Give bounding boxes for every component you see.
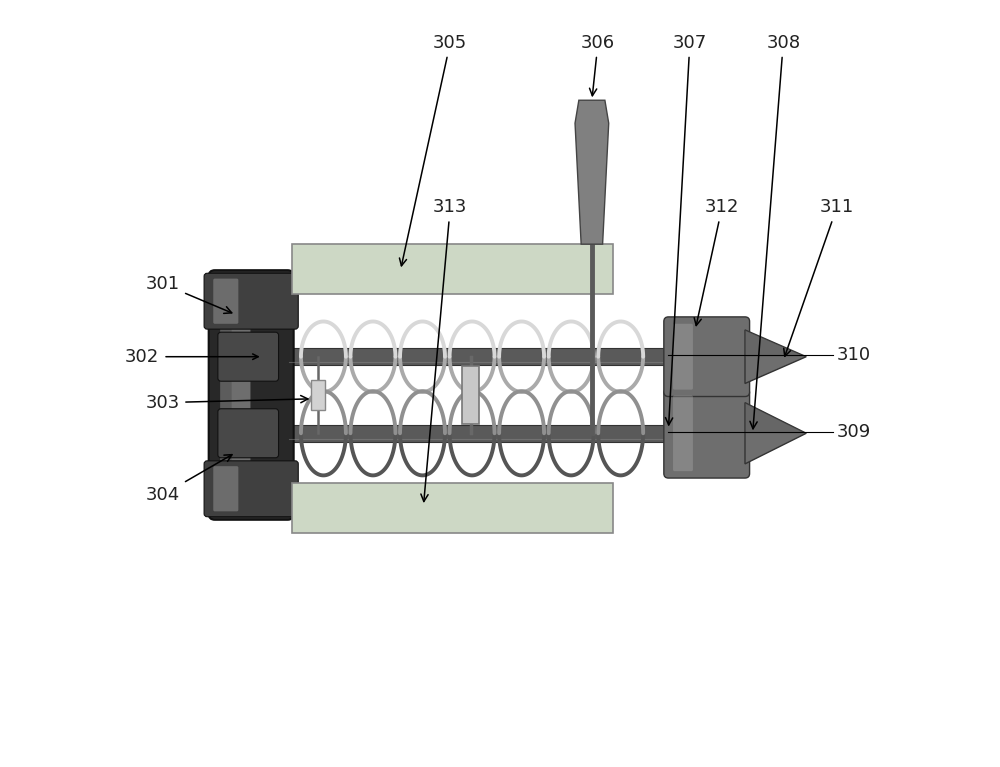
Text: 312: 312: [694, 199, 739, 325]
FancyBboxPatch shape: [292, 483, 613, 533]
FancyBboxPatch shape: [673, 395, 693, 471]
Polygon shape: [745, 403, 806, 433]
Text: 303: 303: [146, 393, 308, 412]
FancyBboxPatch shape: [209, 270, 294, 520]
Text: 309: 309: [837, 423, 871, 441]
Text: 301: 301: [146, 275, 232, 314]
FancyBboxPatch shape: [232, 281, 251, 509]
Polygon shape: [745, 330, 806, 357]
Polygon shape: [575, 100, 609, 244]
FancyBboxPatch shape: [311, 380, 325, 410]
FancyBboxPatch shape: [289, 348, 668, 365]
FancyBboxPatch shape: [462, 367, 479, 423]
FancyBboxPatch shape: [213, 278, 238, 324]
Text: 306: 306: [581, 34, 615, 96]
FancyBboxPatch shape: [673, 324, 693, 390]
FancyBboxPatch shape: [289, 425, 668, 442]
Text: 305: 305: [399, 34, 467, 266]
FancyBboxPatch shape: [664, 317, 750, 397]
FancyBboxPatch shape: [218, 409, 279, 458]
FancyBboxPatch shape: [218, 332, 279, 381]
FancyBboxPatch shape: [292, 244, 613, 294]
Text: 307: 307: [665, 34, 707, 425]
Text: 313: 313: [421, 199, 467, 502]
Text: 304: 304: [146, 455, 232, 503]
Text: 308: 308: [750, 34, 800, 429]
Polygon shape: [745, 330, 806, 384]
FancyBboxPatch shape: [664, 388, 750, 478]
FancyBboxPatch shape: [204, 273, 298, 329]
Polygon shape: [745, 403, 806, 464]
Text: 310: 310: [837, 346, 871, 364]
FancyBboxPatch shape: [213, 466, 238, 512]
Text: 302: 302: [125, 347, 159, 366]
Text: 311: 311: [784, 199, 854, 357]
FancyBboxPatch shape: [204, 461, 298, 517]
FancyBboxPatch shape: [220, 281, 250, 509]
